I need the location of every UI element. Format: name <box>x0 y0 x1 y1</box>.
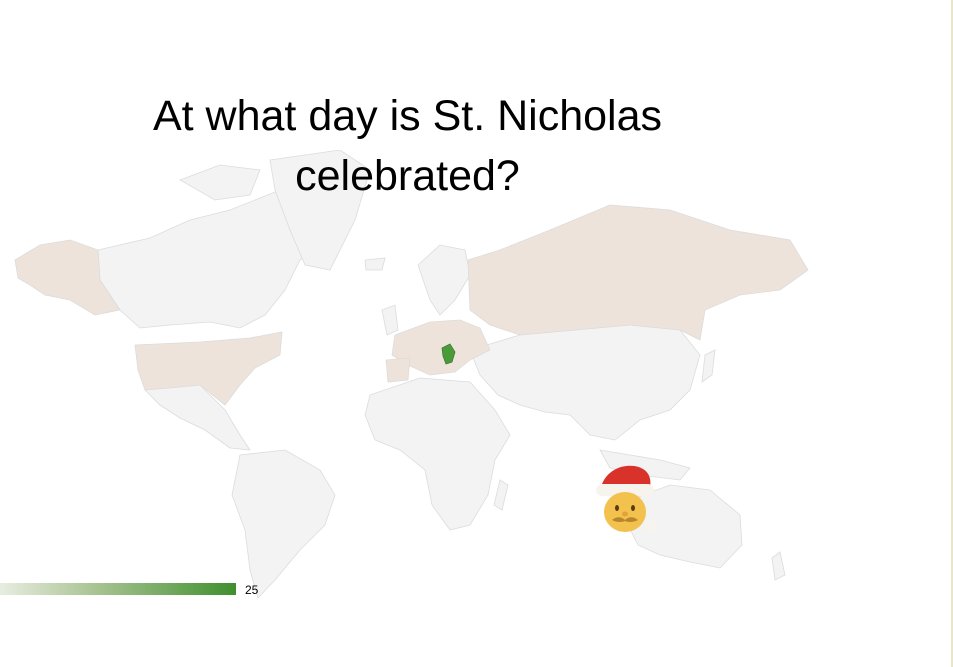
map-greenland <box>269 150 371 271</box>
title-line-2: celebrated? <box>295 152 520 200</box>
world-map <box>14 150 809 599</box>
map-new-zealand <box>771 551 786 581</box>
map-iberia <box>385 357 411 383</box>
slide-title: At what day is St. Nicholas celebrated? <box>70 86 745 206</box>
map-asia <box>469 324 701 441</box>
slide-edge <box>951 0 953 667</box>
santa-claus-icon <box>596 465 656 532</box>
map-arctic-islands <box>179 164 261 201</box>
map-southeast-asia <box>599 449 691 481</box>
map-iceland <box>364 257 386 271</box>
map-madagascar <box>493 479 509 511</box>
map-selected-country <box>441 343 456 365</box>
map-mexico <box>144 384 251 451</box>
map-scandinavia <box>417 244 471 316</box>
map-africa <box>364 377 511 531</box>
map-usa <box>134 331 283 406</box>
map-japan <box>701 349 716 383</box>
map-uk <box>381 304 399 336</box>
progress-bar <box>0 583 236 595</box>
map-russia <box>467 204 809 341</box>
map-australia <box>627 484 743 569</box>
map-south-america <box>231 449 336 599</box>
map-alaska <box>14 239 121 316</box>
slide-number: 25 <box>245 583 259 597</box>
map-canada <box>97 189 331 329</box>
title-line-1: At what day is St. Nicholas <box>152 92 663 140</box>
